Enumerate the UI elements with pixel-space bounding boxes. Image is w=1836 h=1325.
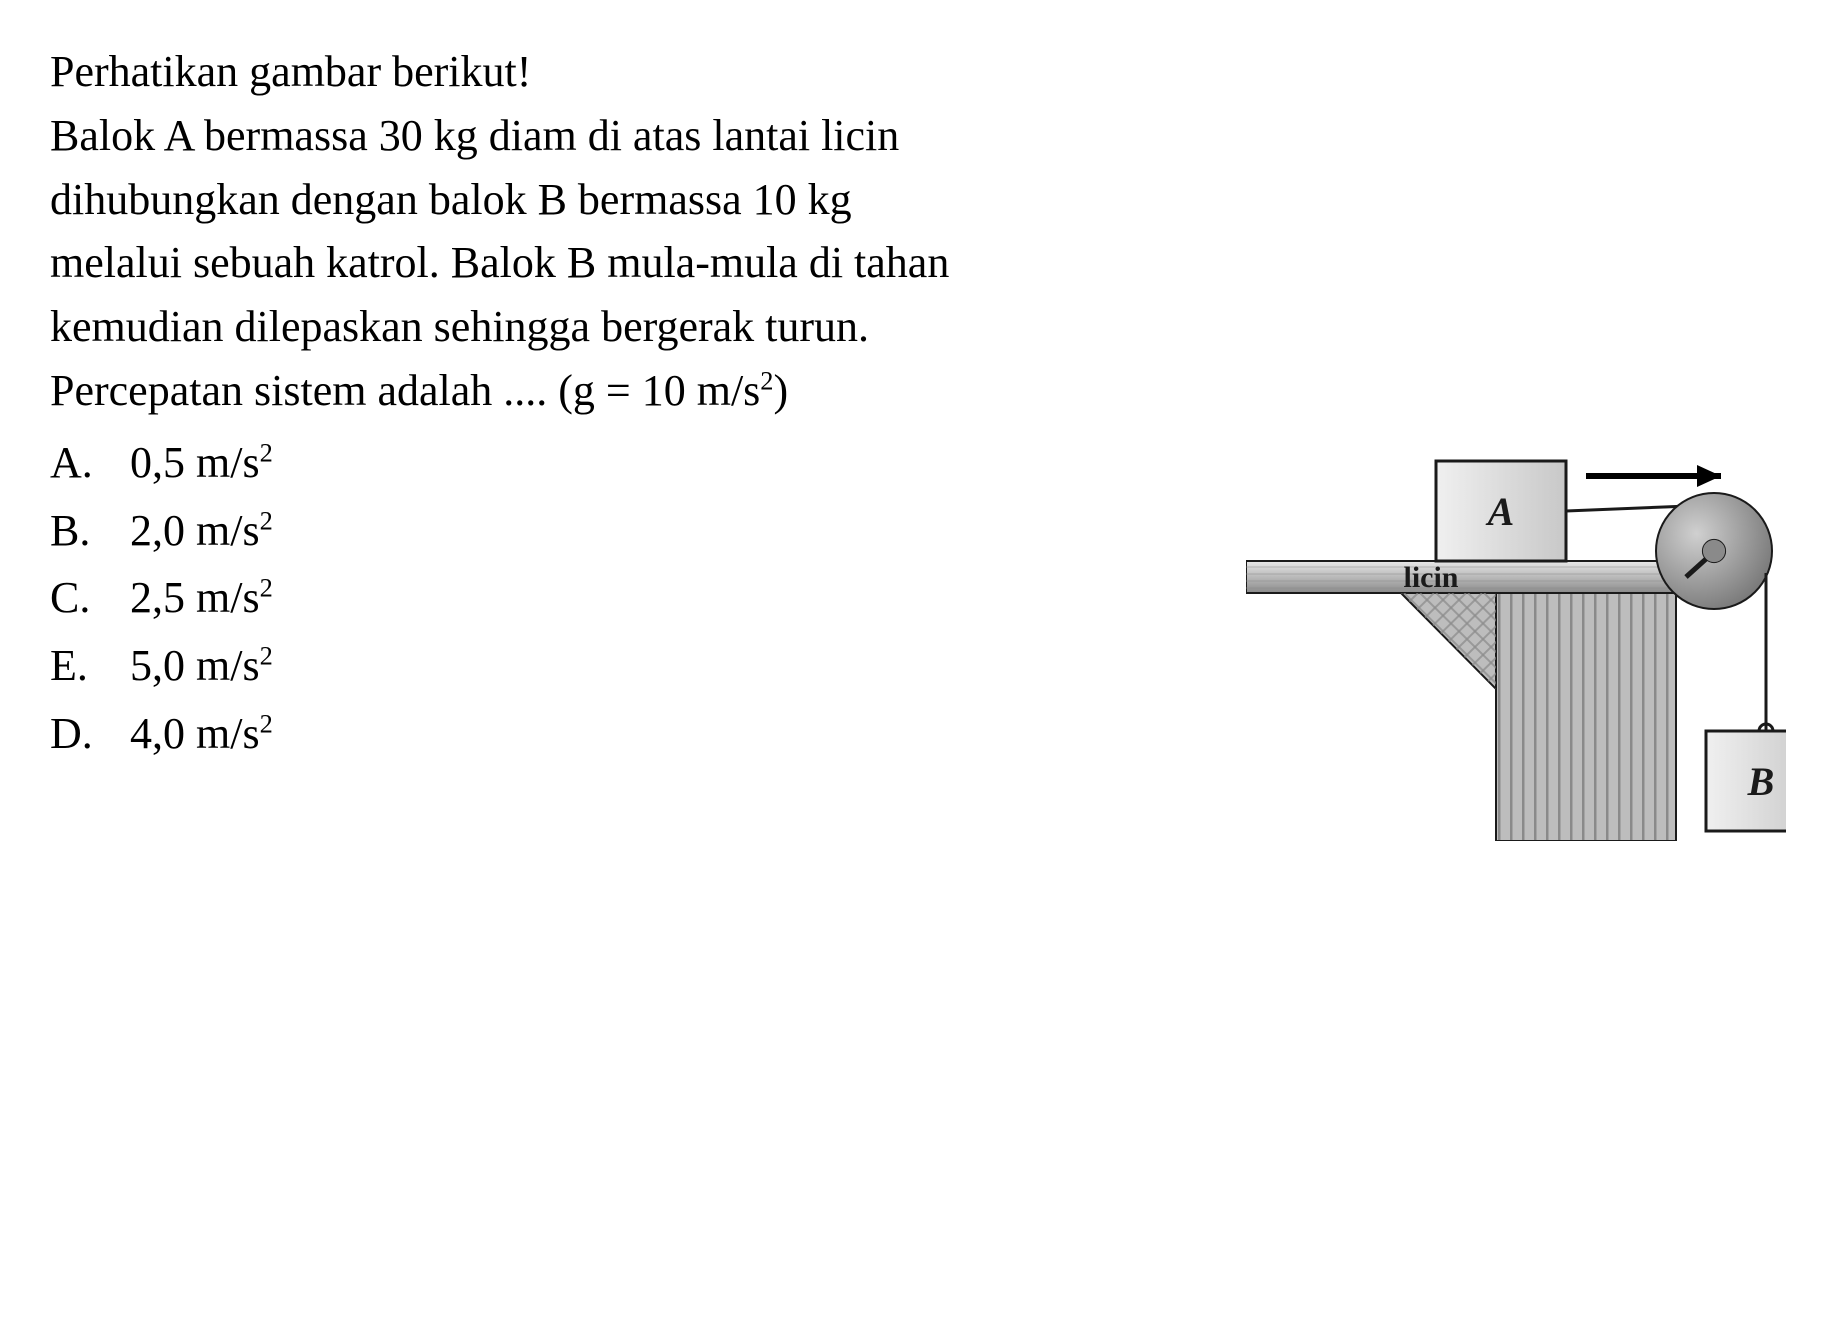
problem-line-2: dihubungkan dengan balok B bermassa 10 k… xyxy=(50,168,1786,232)
problem-line-5: Percepatan sistem adalah .... (g = 10 m/… xyxy=(50,359,1786,423)
pulley-diagram: A Blicin xyxy=(1246,421,1786,841)
option-e: E. 5,0 m/s2 xyxy=(50,634,1246,698)
option-letter: B. xyxy=(50,499,130,563)
option-letter: A. xyxy=(50,431,130,495)
option-value: 4,0 m/s2 xyxy=(130,702,273,766)
problem-line-1: Balok A bermassa 30 kg diam di atas lant… xyxy=(50,104,1786,168)
option-value: 5,0 m/s2 xyxy=(130,634,273,698)
svg-text:licin: licin xyxy=(1403,561,1458,594)
svg-text:A: A xyxy=(1485,489,1515,534)
option-value: 2,0 m/s2 xyxy=(130,499,273,563)
option-b: B. 2,0 m/s2 xyxy=(50,499,1246,563)
svg-text:B: B xyxy=(1747,759,1775,804)
answer-options: A. 0,5 m/s2 B. 2,0 m/s2 C. 2,5 m/s2 E. 5… xyxy=(50,431,1246,770)
option-value: 0,5 m/s2 xyxy=(130,431,273,495)
option-c: C. 2,5 m/s2 xyxy=(50,566,1246,630)
question-text: Perhatikan gambar berikut! Balok A berma… xyxy=(50,40,1786,423)
problem-line-4: kemudian dilepaskan sehingga bergerak tu… xyxy=(50,295,1786,359)
option-a: A. 0,5 m/s2 xyxy=(50,431,1246,495)
intro-line: Perhatikan gambar berikut! xyxy=(50,40,1786,104)
option-letter: C. xyxy=(50,566,130,630)
option-d: D. 4,0 m/s2 xyxy=(50,702,1246,766)
option-letter: E. xyxy=(50,634,130,698)
problem-line-3: melalui sebuah katrol. Balok B mula-mula… xyxy=(50,231,1786,295)
option-value: 2,5 m/s2 xyxy=(130,566,273,630)
option-letter: D. xyxy=(50,702,130,766)
